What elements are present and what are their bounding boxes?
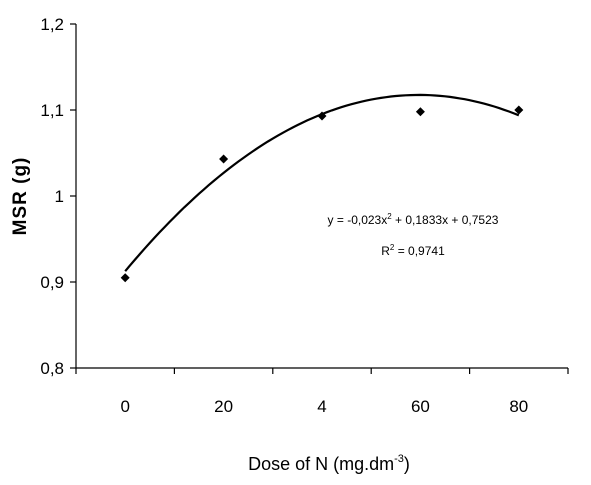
y-tick-label: 1,2 [40,15,64,34]
trendline-group [124,93,520,272]
r-squared-label: R2 = 0,9741 [381,243,445,258]
y-ticks: 0,8 0,9 1 1,1 1,2 [40,15,76,378]
trendline [124,93,520,272]
y-axis-title: MSR (g) [10,157,31,236]
equation-rest: + 0,1833x + 0,7523 [392,213,499,227]
x-tick-label: 0 [120,397,129,416]
x-axis-title-superscript: -3 [394,453,404,465]
axes [75,24,568,369]
y-tick-label: 0,9 [40,273,64,292]
x-axis-title-end: ) [404,454,410,474]
r2-prefix: R [381,244,390,258]
x-tick-label: 60 [411,397,430,416]
x-axis-title-main: Dose of N (mg.dm [248,454,394,474]
x-tick-label: 20 [214,397,233,416]
equation-superscript: 2 [387,212,392,221]
data-point-marker [415,107,425,117]
x-tick-label: 80 [509,397,528,416]
data-point-marker [514,105,524,115]
x-tick-label: 4 [317,397,326,416]
trendline-equation: y = -0,023x2 + 0,1833x + 0,7523 [328,212,499,227]
x-axis-title: Dose of N (mg.dm-3) [248,453,410,474]
data-points [120,105,524,283]
data-point-marker [120,273,130,283]
r2-rest: = 0,9741 [394,244,445,258]
equation-prefix: y = -0,023x [328,213,388,227]
y-tick-label: 1 [55,187,64,206]
x-ticks: 0 20 4 60 80 [75,368,569,416]
y-tick-label: 0,8 [40,359,64,378]
r2-superscript: 2 [390,243,395,252]
y-tick-label: 1,1 [40,101,64,120]
data-point-marker [317,111,327,121]
data-point-marker [219,154,229,164]
